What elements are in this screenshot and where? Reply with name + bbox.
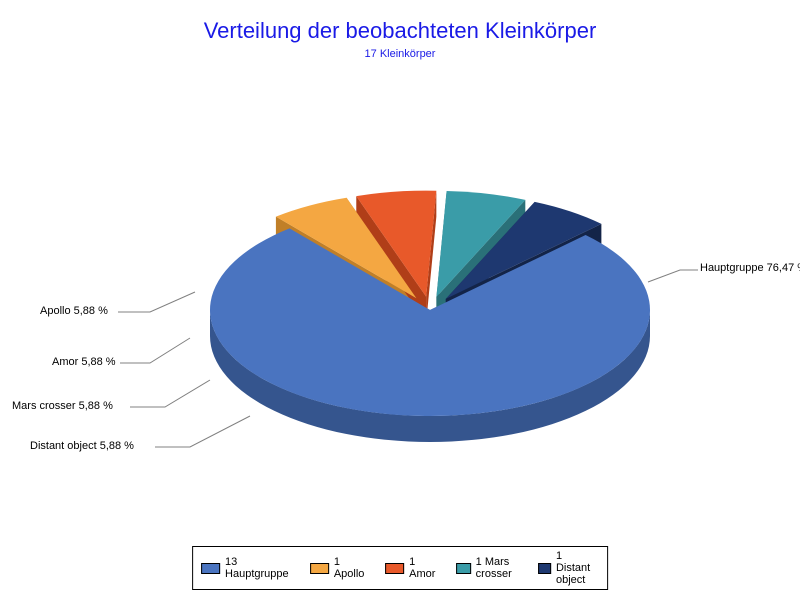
- legend-label: 1 Mars crosser: [476, 556, 520, 580]
- legend-item-distant-object: 1 Distant object: [538, 550, 599, 586]
- legend-swatch: [457, 563, 471, 574]
- legend-item-amor: 1 Amor: [385, 556, 438, 580]
- slice-label-distant-object: Distant object 5,88 %: [30, 440, 134, 452]
- legend-label: 1 Distant object: [556, 550, 599, 586]
- legend-label: 13 Hauptgruppe: [225, 556, 292, 580]
- legend-item-mars-crosser: 1 Mars crosser: [457, 556, 520, 580]
- leader-line: [118, 292, 195, 312]
- leader-line: [155, 416, 250, 447]
- slice-label-apollo: Apollo 5,88 %: [40, 305, 108, 317]
- pie-chart: Hauptgruppe 76,47 % Apollo 5,88 % Amor 5,8…: [0, 60, 800, 540]
- chart-title: Verteilung der beobachteten Kleinkörper: [0, 18, 800, 44]
- legend-item-hauptgruppe: 13 Hauptgruppe: [201, 556, 292, 580]
- legend-swatch: [201, 563, 220, 574]
- legend-swatch: [310, 563, 329, 574]
- leader-line: [130, 380, 210, 407]
- slice-label-hauptgruppe: Hauptgruppe 76,47 %: [700, 262, 800, 274]
- legend: 13 Hauptgruppe 1 Apollo 1 Amor 1 Mars cross…: [192, 546, 608, 590]
- legend-swatch: [385, 563, 404, 574]
- legend-label: 1 Amor: [409, 556, 438, 580]
- slice-label-mars-crosser: Mars crosser 5,88 %: [12, 400, 113, 412]
- legend-swatch: [538, 563, 551, 574]
- leader-line: [120, 338, 190, 363]
- legend-item-apollo: 1 Apollo: [310, 556, 368, 580]
- chart-subtitle: 17 Kleinkörper: [0, 48, 800, 60]
- leader-line: [648, 270, 698, 282]
- slice-label-amor: Amor 5,88 %: [52, 356, 116, 368]
- legend-label: 1 Apollo: [334, 556, 367, 580]
